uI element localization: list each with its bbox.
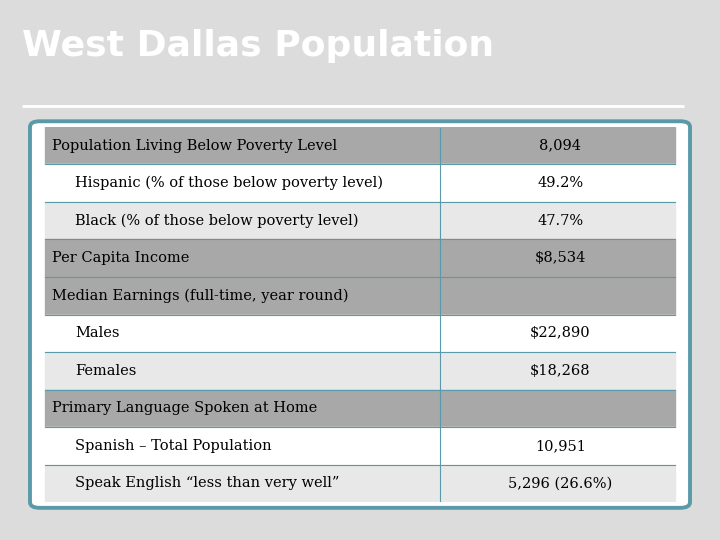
Text: Hispanic (% of those below poverty level): Hispanic (% of those below poverty level… [75,176,383,191]
Text: Median Earnings (full-time, year round): Median Earnings (full-time, year round) [53,288,349,303]
Bar [45,127,440,164]
Bar [440,427,675,464]
Bar [45,202,440,239]
Bar [440,464,675,502]
Text: 5,296 (26.6%): 5,296 (26.6%) [508,476,613,490]
Bar [440,277,675,314]
Text: 49.2%: 49.2% [537,176,583,190]
Bar [45,240,440,277]
Bar [45,164,440,202]
Text: Spanish – Total Population: Spanish – Total Population [75,439,271,453]
Bar [440,202,675,239]
Bar [45,427,440,464]
Text: Black (% of those below poverty level): Black (% of those below poverty level) [75,213,359,228]
Text: Primary Language Spoken at Home: Primary Language Spoken at Home [53,401,318,415]
Text: 47.7%: 47.7% [537,214,583,228]
Bar [45,390,440,427]
Text: Males: Males [75,326,120,340]
Bar [440,352,675,390]
Text: Per Capita Income: Per Capita Income [53,251,190,265]
Text: 8,094: 8,094 [539,139,581,153]
Text: $18,268: $18,268 [530,364,590,378]
Text: Speak English “less than very well”: Speak English “less than very well” [75,476,339,490]
Text: Females: Females [75,364,136,378]
Text: West Dallas Population: West Dallas Population [22,30,494,64]
Bar [440,240,675,277]
Text: 10,951: 10,951 [535,439,585,453]
Bar [45,314,440,352]
Bar [45,352,440,390]
Bar [45,277,440,314]
Bar [440,164,675,202]
Text: $22,890: $22,890 [530,326,590,340]
FancyBboxPatch shape [30,122,690,508]
Bar [440,314,675,352]
Bar [45,464,440,502]
Bar [440,390,675,427]
Text: Population Living Below Poverty Level: Population Living Below Poverty Level [53,139,338,153]
Bar [440,127,675,164]
Text: $8,534: $8,534 [534,251,586,265]
